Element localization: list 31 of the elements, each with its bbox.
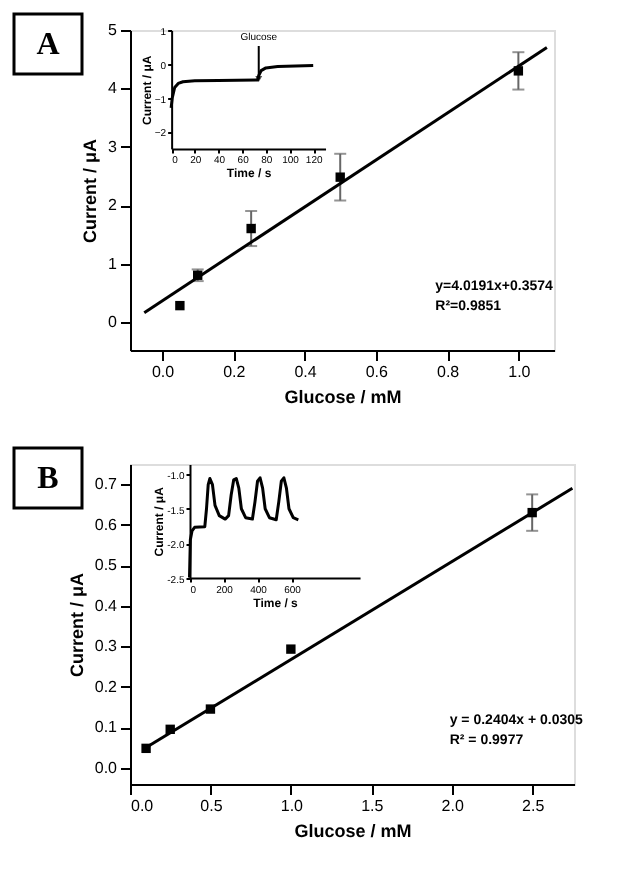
y-tick-label: 2 [108,196,119,215]
x-tick-label: 0.0 [131,797,155,815]
y-tick-label: 0.0 [94,758,119,777]
x-tick-label: 1.5 [361,797,385,815]
y-tick-label: 0.2 [94,677,119,696]
y-axis-title: Current / μA [66,572,87,678]
x-tick-label: 0.5 [200,797,224,815]
x-tick-label: 2.0 [441,797,465,815]
y-tick-label: 1 [108,254,119,273]
y-axis-title: Current / μA [80,138,101,244]
y-tick-label: 0.7 [94,475,119,494]
y-tick-label: 0.4 [94,596,119,615]
chart-title: A [36,28,61,62]
x-tick-label: 0.8 [436,363,461,381]
x-tick-label: 1.0 [508,363,532,381]
x-axis-title: Glucose / mM [284,387,402,407]
chart-title: B [37,462,60,496]
y-tick-label: 0.3 [94,637,119,656]
y-tick-label: 4 [108,79,119,98]
x-tick-label: 0.4 [294,363,318,381]
x-tick-label: 0.2 [223,363,247,381]
y-tick-label: 0 [108,312,119,331]
y-tick-label: 5 [108,21,119,39]
x-tick-label: 2.5 [522,797,546,815]
y-tick-label: 0.5 [94,556,119,575]
y-tick-label: 3 [108,137,119,156]
x-tick-label: 1.0 [280,797,305,815]
x-axis-title: Glucose / mM [294,821,412,841]
y-tick-label: 0.1 [94,718,119,737]
y-tick-label: 0.6 [94,515,119,534]
x-tick-label: 0.6 [365,363,390,381]
